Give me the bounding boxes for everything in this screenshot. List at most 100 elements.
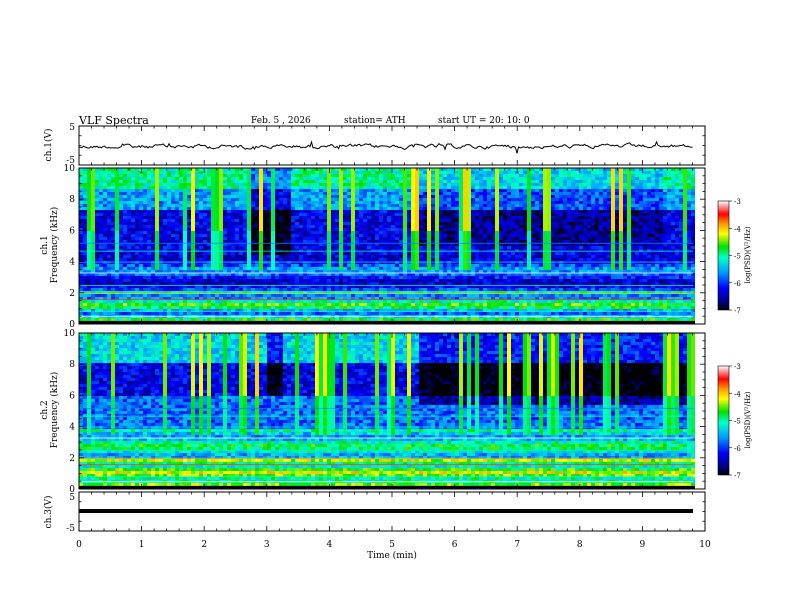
spectrogram-cell	[651, 192, 655, 195]
spectrogram-cell	[135, 183, 139, 186]
spectrogram-cell	[419, 228, 423, 231]
spectrogram-cell	[355, 174, 359, 177]
spectrogram-cell	[539, 198, 543, 201]
spectrogram-cell	[267, 213, 271, 216]
spectrogram-cell	[247, 243, 251, 246]
spectrogram-cell	[231, 195, 235, 198]
spectrogram-cell	[431, 210, 435, 213]
spectrogram-cell	[375, 207, 379, 210]
spectrogram-cell	[639, 222, 643, 225]
spectrogram-cell	[571, 195, 575, 198]
spectrogram-cell	[227, 234, 231, 237]
spectrogram-cell	[155, 210, 159, 213]
spectrogram-cell	[431, 195, 435, 198]
spectrogram-cell	[91, 210, 95, 213]
spectrogram-cell	[531, 195, 535, 198]
spectrogram-cell	[115, 234, 119, 237]
spectrogram-cell	[323, 210, 327, 213]
spectrogram-cell	[367, 192, 371, 195]
spectrogram-cell	[243, 195, 247, 198]
spectrogram-cell	[243, 237, 247, 240]
spectrogram-cell	[107, 186, 111, 189]
spectrogram-cell	[87, 234, 91, 237]
spectrogram-cell	[579, 195, 583, 198]
spectrogram-cell	[127, 231, 131, 234]
spectrogram-cell	[343, 237, 347, 240]
spectrogram-cell	[179, 177, 183, 180]
spectrogram-cell	[331, 204, 335, 207]
spectrogram-cell	[535, 174, 539, 177]
spectrogram-cell	[347, 192, 351, 195]
spectrogram-cell	[107, 210, 111, 213]
spectrogram-cell	[383, 210, 387, 213]
spectrogram-cell	[99, 255, 103, 258]
spectrogram-cell	[615, 174, 619, 177]
spectrogram-cell	[279, 258, 283, 261]
spectrogram-cell	[207, 234, 211, 237]
spectrogram-cell	[219, 195, 223, 198]
spectrogram-cell	[503, 174, 507, 177]
spectrogram-cell	[83, 213, 87, 216]
spectrogram-cell	[127, 228, 131, 231]
spectrogram-cell	[459, 171, 463, 174]
spectrogram-cell	[99, 210, 103, 213]
spectrogram-cell	[111, 177, 115, 180]
spectrogram-cell	[675, 204, 679, 207]
spectrogram-cell	[543, 225, 547, 228]
spectrogram-cell	[247, 249, 251, 252]
spectrogram-cell	[531, 189, 535, 192]
spectrogram-cell	[635, 258, 639, 261]
spectrogram-cell	[215, 180, 219, 183]
spectrogram-cell	[171, 228, 175, 231]
spectrogram-cell	[343, 210, 347, 213]
spectrogram-cell	[579, 243, 583, 246]
spectrogram-cell	[447, 168, 451, 171]
spectrogram-cell	[599, 195, 603, 198]
spectrogram-cell	[143, 231, 147, 234]
spectrogram-cell	[547, 246, 551, 249]
spectrogram-cell	[291, 213, 295, 216]
spectrogram-cell	[507, 222, 511, 225]
spectrogram-cell	[555, 237, 559, 240]
spectrogram-cell	[615, 189, 619, 192]
spectrogram-cell	[683, 189, 687, 192]
spectrogram-cell	[335, 183, 339, 186]
spectrogram-cell	[655, 210, 659, 213]
spectrogram-cell	[595, 201, 599, 204]
spectrogram-cell	[507, 258, 511, 261]
spectrogram-cell	[311, 171, 315, 174]
spectrogram-cell	[423, 246, 427, 249]
spectrogram-cell	[671, 210, 675, 213]
spectrogram-cell	[459, 237, 463, 240]
spectrogram-cell	[679, 171, 683, 174]
spectrogram-cell	[175, 216, 179, 219]
spectrogram-cell	[455, 255, 459, 258]
spectrogram-cell	[387, 210, 391, 213]
spectrogram-cell	[487, 204, 491, 207]
spectrogram-cell	[363, 252, 367, 255]
spectrogram-cell	[331, 225, 335, 228]
spectrogram-cell	[539, 177, 543, 180]
spectrogram-cell	[483, 183, 487, 186]
spectrogram-cell	[443, 192, 447, 195]
spectrogram-cell	[255, 177, 259, 180]
spectrogram-cell	[171, 204, 175, 207]
spectrogram-cell	[499, 180, 503, 183]
spectrogram-cell	[339, 246, 343, 249]
spectrogram-cell	[527, 228, 531, 231]
spectrogram-cell	[303, 186, 307, 189]
spectrogram-cell	[595, 216, 599, 219]
spectrogram-cell	[435, 174, 439, 177]
spectrogram-cell	[375, 255, 379, 258]
spectrogram-cell	[79, 216, 83, 219]
spectrogram-cell	[571, 174, 575, 177]
spectrogram-cell	[671, 201, 675, 204]
spectrogram-cell	[175, 252, 179, 255]
spectrogram-cell	[95, 246, 99, 249]
spectrogram-cell	[403, 258, 407, 261]
spectrogram-cell	[223, 210, 227, 213]
spectrogram-cell	[127, 240, 131, 243]
spectrogram-cell	[435, 252, 439, 255]
spectrogram-cell	[139, 231, 143, 234]
spectrogram-cell	[203, 186, 207, 189]
